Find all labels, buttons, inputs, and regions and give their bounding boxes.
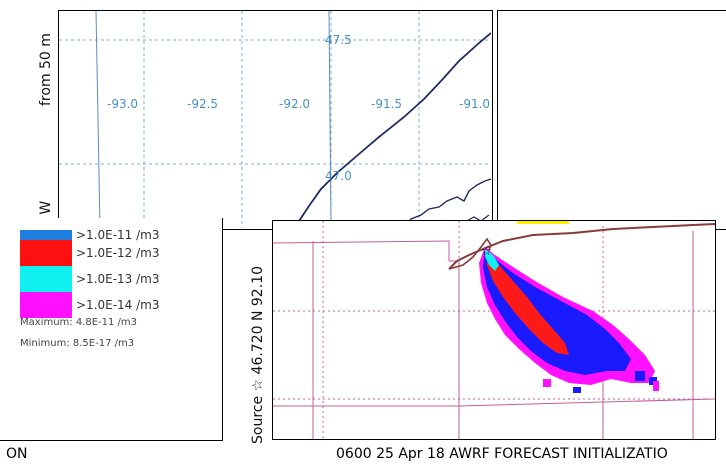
plume-red xyxy=(487,251,569,355)
coastline xyxy=(290,32,491,228)
plume-blue xyxy=(483,249,631,375)
lon-label-91-5: -91.5 xyxy=(371,97,403,111)
concentration-map-panel: ☆ xyxy=(272,220,716,440)
height-label: from 50 m xyxy=(38,33,54,106)
top-map-panel: 47.5 47.0 -93.0 -92.5 -92.0 -91.5 -91.0 xyxy=(58,10,493,230)
legend-label: >1.0E-12 /m3 xyxy=(76,246,160,260)
lon-label-91-0: -91.0 xyxy=(459,97,491,111)
lon-label-92-5: -92.5 xyxy=(187,97,219,111)
top-right-panel xyxy=(497,10,726,230)
plume-speckle-outer xyxy=(543,379,659,391)
legend-swatch xyxy=(20,292,72,318)
legend-label: >1.0E-13 /m3 xyxy=(76,272,160,286)
coastline-south xyxy=(403,178,491,228)
legend-swatch xyxy=(20,266,72,292)
source-label: Source ☆ 46.720 N 92.10 xyxy=(250,266,266,444)
lake-shore-west xyxy=(448,237,492,270)
highlight-bar xyxy=(517,221,569,224)
maximum-value: Maximum: 4.8E-11 /m3 xyxy=(20,317,138,328)
legend-swatch xyxy=(20,240,72,266)
footer-left-text: ON xyxy=(6,446,28,462)
legend-panel: >1.0E-11 /m3 >1.0E-12 /m3 >1.0E-13 /m3 >… xyxy=(0,218,223,441)
highlight-bar-white xyxy=(573,221,683,223)
minimum-value: Minimum: 8.5E-17 /m3 xyxy=(20,338,135,349)
graticule xyxy=(59,11,491,228)
top-map-canvas xyxy=(59,11,491,228)
legend-label: >1.0E-14 /m3 xyxy=(76,298,160,312)
lon-label-93-0: -93.0 xyxy=(107,97,139,111)
lat-label-47-5: 47.5 xyxy=(325,33,352,47)
lon-label-92-0: -92.0 xyxy=(279,97,311,111)
concentration-map-canvas: ☆ xyxy=(273,221,715,439)
lake-shore xyxy=(448,223,715,270)
legend-label: >1.0E-11 /m3 xyxy=(76,228,160,242)
state-borders xyxy=(95,11,332,228)
lat-label-47-0: 47.0 xyxy=(325,169,352,183)
plume-cyan xyxy=(485,249,499,271)
county-borders xyxy=(273,231,715,439)
footer-forecast-text: 0600 25 Apr 18 AWRF FORECAST INITIALIZAT… xyxy=(336,446,668,462)
source-star-icon: ☆ xyxy=(481,244,492,258)
